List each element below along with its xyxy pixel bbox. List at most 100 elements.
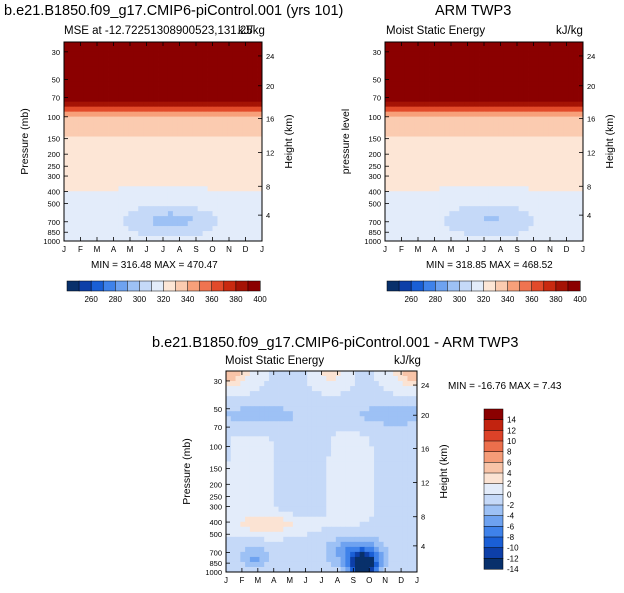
- heatmap-cell: [226, 446, 232, 452]
- heatmap-cell: [237, 71, 243, 78]
- heatmap-cell: [257, 166, 263, 172]
- heatmap-cell: [407, 556, 413, 563]
- heatmap-cell: [434, 231, 440, 237]
- heatmap-cell: [197, 231, 203, 237]
- heatmap-cell: [297, 506, 303, 513]
- heatmap-cell: [374, 556, 380, 563]
- heatmap-cell: [364, 541, 370, 548]
- heatmap-cell: [503, 231, 510, 237]
- heatmap-cell: [83, 91, 90, 98]
- heatmap-cell: [245, 431, 251, 437]
- heatmap-cell: [297, 451, 303, 457]
- heatmap-cell: [143, 121, 149, 127]
- heatmap-cell: [326, 486, 332, 492]
- heatmap-cell: [240, 476, 246, 482]
- heatmap-cell: [88, 166, 95, 172]
- heatmap-cell: [321, 501, 327, 508]
- heatmap-cell: [297, 566, 303, 573]
- heatmap-cell: [399, 131, 406, 137]
- heatmap-cell: [202, 226, 208, 232]
- heatmap-cell: [192, 141, 199, 147]
- heatmap-cell: [424, 161, 430, 167]
- heatmap-cell: [503, 101, 510, 108]
- heatmap-cell: [469, 61, 475, 68]
- heatmap-cell: [259, 541, 265, 548]
- heatmap-cell: [359, 431, 365, 437]
- heatmap-cell: [350, 546, 356, 553]
- heatmap-cell: [283, 531, 289, 538]
- heatmap-cell: [222, 71, 228, 78]
- heatmap-cell: [523, 46, 529, 53]
- heatmap-cell: [138, 66, 144, 73]
- heatmap-cell: [230, 391, 236, 397]
- heatmap-cell: [217, 191, 223, 197]
- heatmap-cell: [359, 491, 365, 498]
- heatmap-cell: [247, 216, 253, 222]
- heatmap-cell: [98, 136, 104, 142]
- heatmap-cell: [388, 506, 394, 513]
- heatmap-cell: [212, 176, 218, 182]
- heatmap-cell: [247, 186, 253, 192]
- heatmap-cell: [230, 566, 236, 573]
- heatmap-cell: [439, 136, 445, 142]
- heatmap-cell: [523, 211, 529, 217]
- heatmap-cell: [123, 76, 129, 83]
- heatmap-cell: [578, 201, 584, 207]
- heatmap-cell: [538, 111, 544, 118]
- heatmap-cell: [237, 66, 243, 73]
- heatmap-cell: [474, 116, 480, 123]
- heatmap-cell: [383, 501, 389, 508]
- heatmap-cell: [449, 81, 455, 88]
- heatmap-cell: [364, 561, 370, 568]
- heatmap-cell: [543, 81, 549, 88]
- heatmap-cell: [513, 126, 520, 132]
- heatmap-cell: [488, 106, 495, 113]
- heatmap-cell: [394, 131, 401, 137]
- heatmap-cell: [424, 136, 430, 142]
- heatmap-cell: [172, 136, 179, 142]
- heatmap-cell: [103, 66, 109, 73]
- heatmap-cell: [177, 61, 184, 68]
- heatmap-cell: [113, 226, 119, 232]
- heatmap-cell: [414, 101, 421, 108]
- heatmap-cell: [364, 386, 370, 392]
- heatmap-cell: [364, 431, 370, 437]
- heatmap-cell: [385, 96, 391, 103]
- heatmap-cell: [424, 76, 430, 83]
- heatmap-cell: [479, 96, 485, 103]
- heatmap-cell: [419, 136, 425, 142]
- heatmap-cell: [252, 61, 258, 68]
- heatmap-cell: [383, 461, 389, 467]
- heatmap-cell: [508, 166, 515, 172]
- heatmap-cell: [235, 521, 241, 528]
- heatmap-cell: [316, 466, 322, 472]
- heatmap-cell: [235, 461, 241, 467]
- heatmap-cell: [316, 561, 322, 568]
- heatmap-cell: [192, 101, 199, 108]
- heatmap-cell: [543, 156, 549, 162]
- heatmap-cell: [237, 91, 243, 98]
- heatmap-cell: [207, 211, 213, 217]
- heatmap-cell: [252, 76, 258, 83]
- heatmap-cell: [302, 421, 308, 427]
- heatmap-cell: [414, 236, 421, 242]
- heatmap-cell: [389, 106, 396, 113]
- heatmap-cell: [212, 206, 218, 212]
- heatmap-cell: [578, 146, 584, 152]
- heatmap-cell: [523, 186, 529, 192]
- heatmap-cell: [528, 71, 534, 78]
- heatmap-cell: [563, 96, 569, 103]
- heatmap-cell: [197, 176, 203, 182]
- heatmap-cell: [93, 91, 100, 98]
- heatmap-cell: [283, 381, 289, 387]
- heatmap-cell: [73, 156, 80, 162]
- heatmap-cell: [429, 106, 435, 113]
- heatmap-cell: [508, 71, 515, 78]
- heatmap-cell: [399, 201, 406, 207]
- heatmap-cell: [148, 236, 154, 242]
- heatmap-cell: [558, 66, 564, 73]
- heatmap-cell: [138, 231, 144, 237]
- heatmap-cell: [345, 511, 351, 518]
- heatmap-cell: [533, 171, 539, 177]
- heatmap-cell: [222, 86, 228, 93]
